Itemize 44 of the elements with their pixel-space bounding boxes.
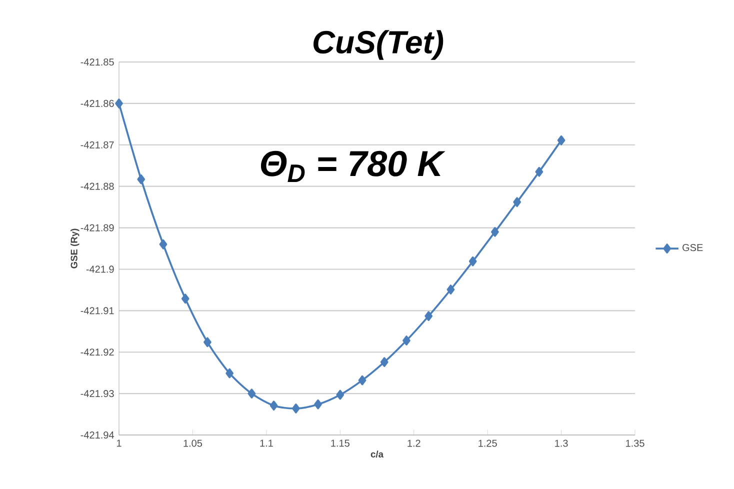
- point: [270, 400, 278, 411]
- point: [491, 226, 499, 237]
- point: [248, 388, 256, 398]
- point: [557, 135, 566, 146]
- y-axis-title: GSE (Ry): [70, 228, 80, 268]
- point: [446, 284, 455, 294]
- y-tick-label: -421.9: [86, 266, 114, 273]
- point: [226, 368, 234, 378]
- point: [468, 256, 477, 266]
- point: [204, 337, 212, 348]
- x-axis-title: c/a: [370, 450, 384, 458]
- y-tick-label: -421.93: [80, 390, 114, 398]
- point: [181, 294, 190, 304]
- y-tick-label: -421.86: [80, 100, 114, 108]
- x-tick-label: 1.3: [555, 440, 568, 447]
- point: [513, 197, 521, 208]
- point: [424, 311, 433, 321]
- annotation: Θ$_{D}$ = 780 K: [260, 150, 446, 182]
- y-tick-label: -421.94: [80, 431, 114, 439]
- point: [314, 399, 322, 410]
- y-tick-label: -421.92: [80, 348, 114, 356]
- x-tick-label: 1.35: [626, 440, 644, 447]
- y-tick-label: -421.88: [80, 182, 114, 190]
- y-tick-label: -421.85: [80, 58, 114, 66]
- legend-label: GSE: [682, 244, 703, 252]
- x-tick-label: 1.2: [408, 440, 420, 447]
- point: [358, 375, 366, 386]
- chart-title: CuS(Tet): [314, 30, 444, 60]
- point: [292, 404, 300, 414]
- point: [159, 239, 168, 250]
- point: [402, 336, 410, 346]
- y-tick-label: -421.91: [80, 307, 114, 314]
- x-tick-label: 1.25: [478, 440, 497, 447]
- x-tick-label: 1.15: [331, 440, 350, 447]
- x-tick-label: 1: [116, 440, 122, 447]
- point: [137, 174, 146, 184]
- point: [535, 166, 544, 177]
- y-tick-label: -421.87: [80, 141, 114, 148]
- y-tick-label: -421.89: [80, 224, 114, 232]
- x-tick-label: 1.05: [184, 440, 202, 447]
- point: [336, 390, 344, 400]
- x-tick-label: 1.1: [260, 440, 273, 447]
- point: [115, 98, 123, 108]
- point: [380, 357, 388, 367]
